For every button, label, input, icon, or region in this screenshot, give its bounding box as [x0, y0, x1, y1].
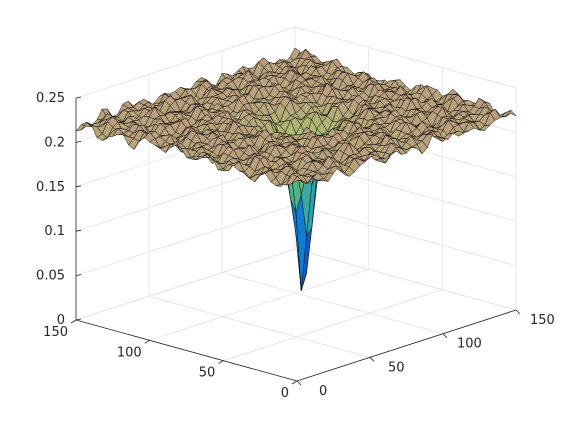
x-tick-mark	[296, 380, 302, 386]
y-tick-label: 150	[43, 325, 68, 340]
z-tick-mark	[75, 274, 82, 276]
y-tick-mark	[70, 319, 77, 324]
x-tick-mark	[515, 309, 521, 315]
y-tick-label: 100	[117, 345, 142, 360]
z-tick-label: 0	[57, 313, 65, 328]
grid-line-wall-z	[75, 26, 296, 99]
z-tick-mark	[75, 185, 82, 188]
y-tick-label: 50	[199, 366, 216, 381]
z-tick-mark	[75, 96, 82, 99]
y-tick-label: 0	[281, 386, 289, 401]
grid-line-floor-x	[148, 295, 371, 358]
z-tick-mark	[75, 141, 82, 143]
y-tick-mark	[144, 339, 150, 344]
x-axis-line	[296, 309, 517, 382]
y-axis-line	[75, 319, 298, 382]
surface-facet	[447, 88, 459, 95]
axes	[70, 96, 521, 386]
x-tick-mark	[369, 357, 375, 362]
grid-line-wall-z	[294, 248, 517, 311]
grid-line-wall-z	[75, 248, 296, 321]
grid-line-floor-y	[223, 289, 443, 362]
grid-line-wall-z	[75, 204, 296, 276]
x-tick-mark	[442, 333, 448, 338]
x-tick-label: 100	[457, 337, 482, 352]
grid-line-floor-x	[221, 272, 444, 335]
x-tick-label: 150	[530, 313, 555, 328]
z-tick-label: 0.25	[36, 91, 65, 106]
y-tick-mark	[218, 360, 224, 365]
y-tick-mark	[291, 380, 298, 385]
grid-line-wall-z	[294, 26, 517, 89]
z-tick-label: 0.2	[44, 135, 65, 150]
z-tick-label: 0.05	[36, 269, 65, 284]
x-tick-label: 50	[388, 360, 405, 375]
z-tick-mark	[75, 318, 82, 321]
x-tick-label: 0	[319, 384, 327, 399]
surface-facet	[291, 176, 303, 184]
grid-line-floor-y	[149, 268, 369, 341]
surface-mesh	[75, 47, 517, 291]
z-tick-label: 0.15	[36, 180, 65, 195]
z-tick-mark	[75, 229, 82, 232]
z-tick-label: 0.1	[44, 224, 65, 239]
grid-line-wall-z	[294, 204, 517, 266]
